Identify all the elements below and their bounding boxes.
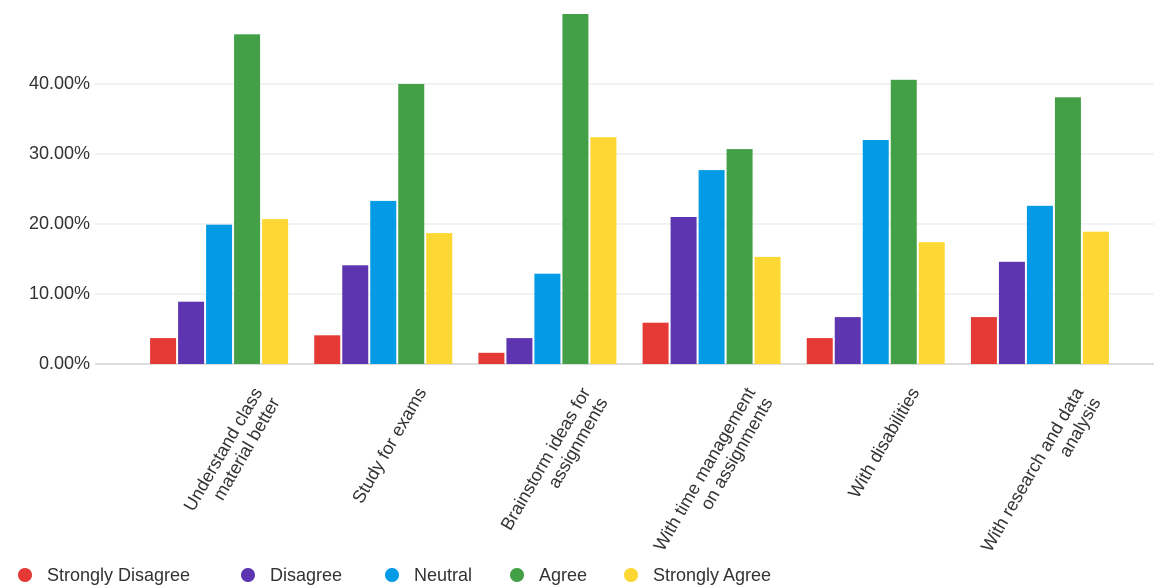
y-tick-label: 20.00% [29, 213, 90, 233]
legend-label: Disagree [270, 565, 342, 585]
bar [342, 265, 369, 364]
y-tick-label: 0.00% [39, 353, 90, 373]
bar [206, 224, 233, 364]
bar [314, 335, 341, 364]
legend-label: Strongly Disagree [47, 565, 190, 585]
y-tick-label: 30.00% [29, 143, 90, 163]
legend-marker [624, 568, 638, 582]
bar [1054, 97, 1081, 365]
bar [642, 322, 669, 364]
legend-label: Agree [539, 565, 587, 585]
bar [534, 273, 561, 364]
bar [590, 137, 617, 364]
bar [754, 256, 781, 364]
bar [998, 261, 1025, 364]
bar [890, 79, 917, 365]
bar [506, 338, 533, 364]
bar [726, 149, 753, 364]
bar [562, 14, 589, 364]
bar [862, 140, 889, 364]
legend-marker [18, 568, 32, 582]
bar [834, 317, 861, 364]
bar [806, 338, 833, 364]
legend-marker [385, 568, 399, 582]
legend-label: Neutral [414, 565, 472, 585]
bar [370, 200, 397, 364]
bar [670, 217, 697, 364]
y-tick-label: 10.00% [29, 283, 90, 303]
bar [918, 242, 945, 364]
bar [970, 317, 997, 364]
legend-label: Strongly Agree [653, 565, 771, 585]
bar [398, 84, 425, 364]
bar [1082, 231, 1109, 364]
legend-marker [510, 568, 524, 582]
bar [262, 219, 289, 364]
bar [1026, 205, 1053, 364]
legend-marker [241, 568, 255, 582]
bar [178, 301, 205, 364]
y-tick-label: 40.00% [29, 73, 90, 93]
bar [150, 338, 177, 364]
bar [698, 170, 725, 364]
bar [478, 352, 505, 364]
bar [426, 233, 453, 364]
bar [234, 34, 261, 365]
